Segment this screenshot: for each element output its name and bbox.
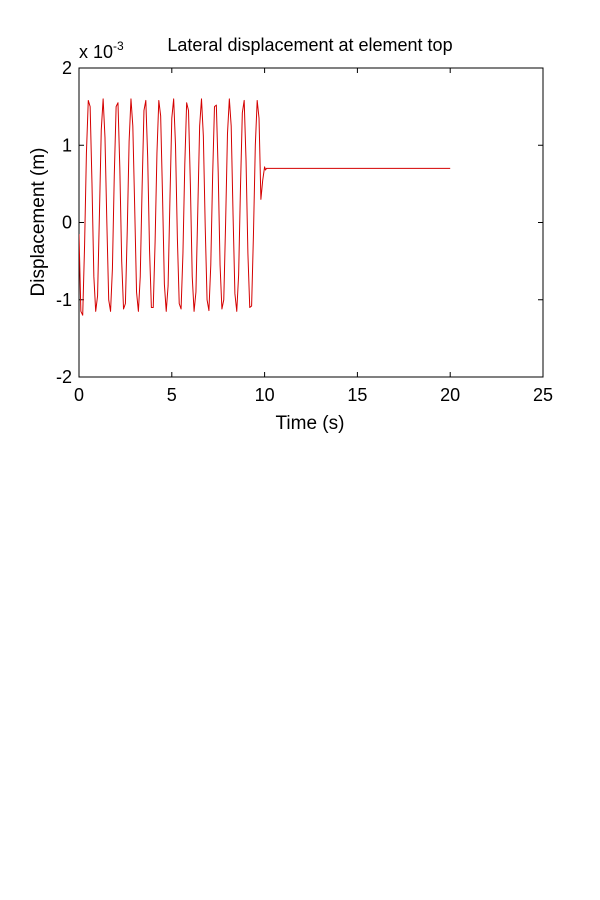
x-tick-label: 0 xyxy=(74,385,84,405)
x-tick-label: 15 xyxy=(347,385,367,405)
x-tick-label: 5 xyxy=(167,385,177,405)
y-exponent-power: -3 xyxy=(113,39,124,53)
y-tick-labels: -2 -1 0 1 2 xyxy=(56,58,72,387)
series-layer xyxy=(79,98,451,316)
y-tick-label: 1 xyxy=(62,135,72,155)
x-tick-label: 10 xyxy=(255,385,275,405)
axes-frame xyxy=(78,67,544,378)
chart-title: Lateral displacement at element top xyxy=(167,35,452,55)
y-exponent-label: x 10-3 xyxy=(79,39,124,62)
tick-marks xyxy=(78,67,544,378)
series-line-0 xyxy=(79,98,451,316)
plot-area: 0 5 10 15 20 25 -2 -1 0 1 2 xyxy=(56,58,553,405)
x-tick-label: 25 xyxy=(533,385,553,405)
y-axis-label: Displacement (m) xyxy=(28,148,49,297)
y-tick-label: 0 xyxy=(62,213,72,233)
x-axis-label: Time (s) xyxy=(276,413,345,434)
x-tick-labels: 0 5 10 15 20 25 xyxy=(74,385,553,405)
x-tick-label: 20 xyxy=(440,385,460,405)
y-exponent-base: x 10 xyxy=(79,42,113,62)
y-tick-label: 2 xyxy=(62,58,72,78)
y-tick-label: -1 xyxy=(56,290,72,310)
y-tick-label: -2 xyxy=(56,367,72,387)
